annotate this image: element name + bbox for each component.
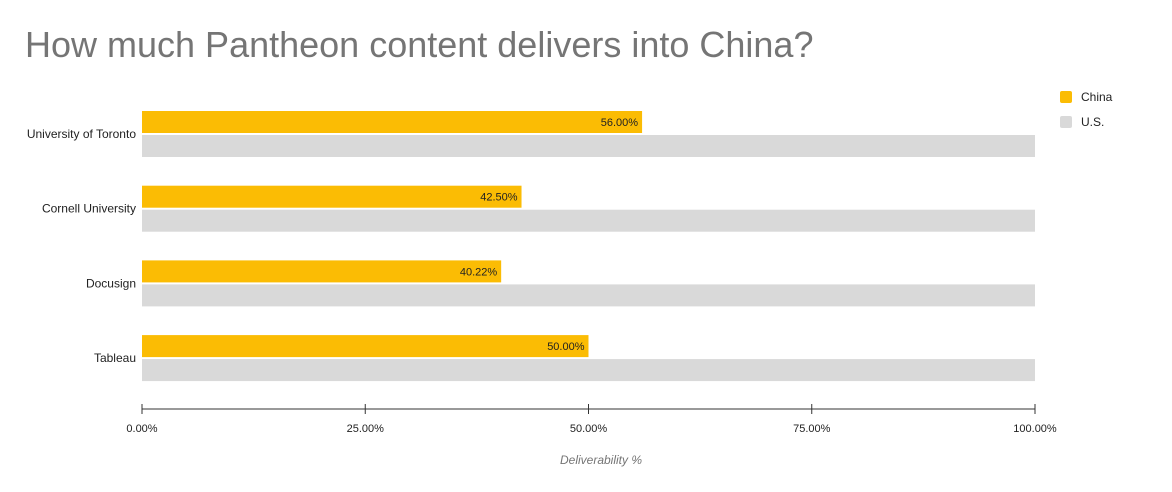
- legend: China U.S.: [1060, 84, 1112, 134]
- bar-china: [142, 185, 522, 208]
- legend-item-china[interactable]: China: [1060, 84, 1112, 109]
- legend-item-us[interactable]: U.S.: [1060, 109, 1112, 134]
- bar-us: [142, 284, 1035, 307]
- data-label: 56.00%: [601, 117, 639, 129]
- legend-label-china: China: [1081, 89, 1113, 104]
- data-label: 42.50%: [480, 192, 518, 204]
- category-label: Tableau: [94, 351, 136, 365]
- legend-swatch-china: [1060, 90, 1072, 103]
- data-label: 50.00%: [547, 341, 585, 353]
- bar-us: [142, 359, 1035, 382]
- category-label: Cornell University: [42, 202, 136, 216]
- legend-label-us: U.S.: [1081, 114, 1105, 129]
- x-axis-title: Deliverability %: [559, 453, 643, 467]
- x-tick-label: 100.00%: [1013, 423, 1057, 435]
- bar-us: [142, 209, 1035, 232]
- chart-title: How much Pantheon content delivers into …: [25, 24, 814, 65]
- data-label: 40.22%: [460, 266, 498, 278]
- bar-china: [142, 335, 589, 358]
- legend-swatch-us: [1060, 115, 1072, 128]
- bar-china: [142, 111, 643, 133]
- bar-china: [142, 260, 502, 283]
- x-tick-label: 25.00%: [347, 423, 385, 435]
- bar-us: [142, 135, 1035, 157]
- x-tick-label: 0.00%: [126, 423, 157, 435]
- x-tick-label: 50.00%: [570, 423, 608, 435]
- category-label: University of Toronto: [27, 127, 136, 141]
- x-tick-label: 75.00%: [793, 423, 831, 435]
- category-label: Docusign: [86, 276, 136, 290]
